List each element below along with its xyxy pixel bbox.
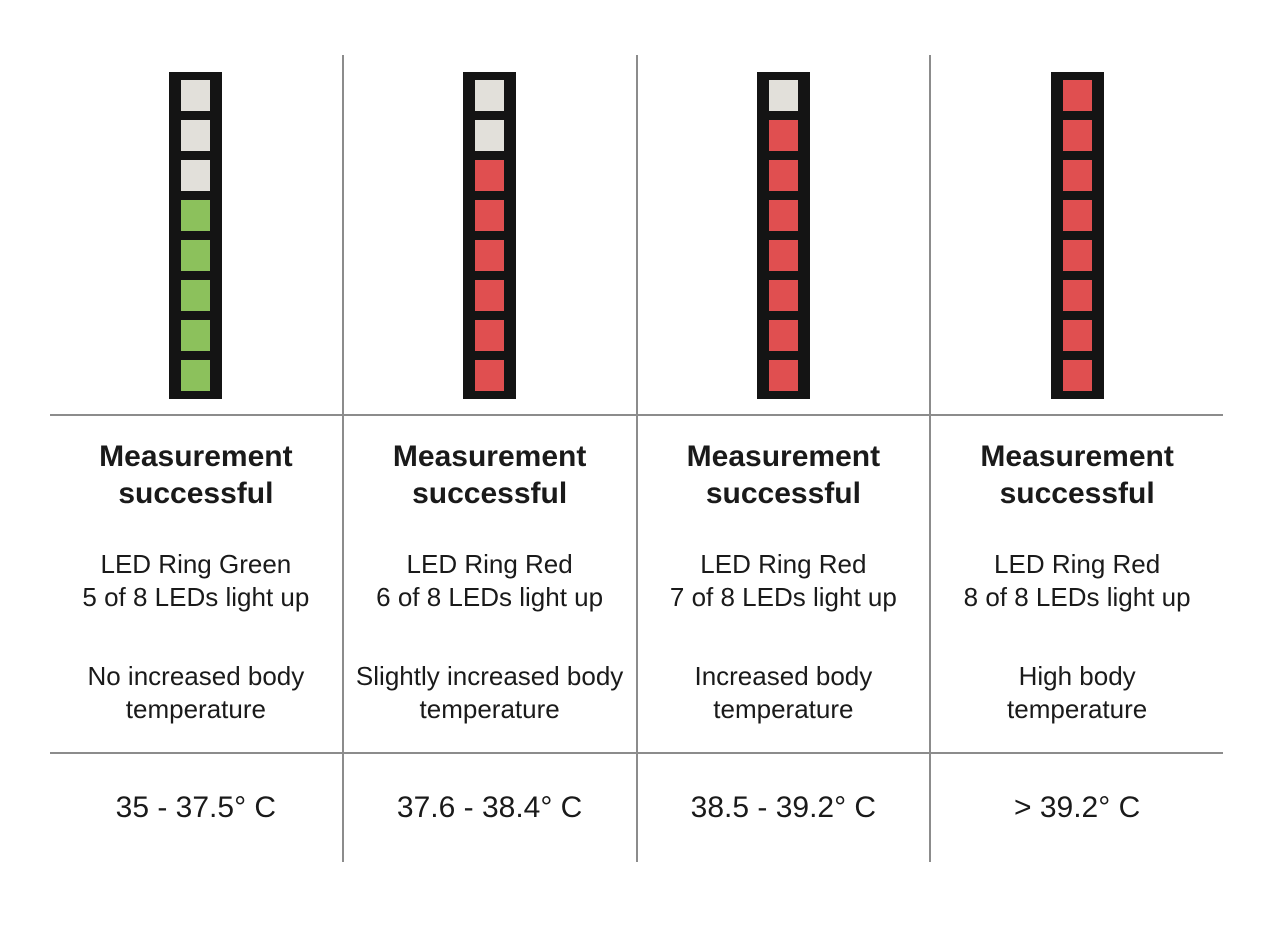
temperature-range: 38.5 - 39.2° C [638,754,930,862]
status-heading: Measurement successful [99,440,293,510]
led-segment-on [181,200,211,231]
led-segment-on [181,360,211,391]
temperature-range-value: 35 - 37.5° C [115,791,277,824]
led-segment-on [475,160,505,191]
led-segment-on [181,280,211,311]
led-segment-on [1062,160,1092,191]
led-segment-on [1062,200,1092,231]
led-segment-on [1062,320,1092,351]
led-ring-label: LED Ring Red 8 of 8 LEDs light up [963,549,1191,612]
led-segment-on [768,280,798,311]
led-segment-on [768,160,798,191]
led-bar-section [343,55,636,416]
led-bar-section [637,55,930,416]
status-heading: Measurement successful [980,440,1174,510]
temperature-range: 35 - 37.5° C [50,754,342,862]
column-red-6-leds: Measurement successful LED Ring Red 6 of… [343,55,638,862]
temperature-range: > 39.2° C [931,754,1223,862]
temperature-range: 37.6 - 38.4° C [344,754,636,862]
temperature-description: Slightly increased body temperature [355,661,624,724]
led-segment-on [181,320,211,351]
led-segment-on [768,240,798,271]
led-segment-on [768,360,798,391]
led-segment-off [475,120,505,151]
info-section: Measurement successful LED Ring Red 6 of… [343,416,636,754]
led-segment-on [1062,80,1092,111]
status-heading: Measurement successful [392,440,587,510]
led-bar-section [931,55,1223,416]
led-bar [1050,72,1104,399]
led-segment-on [1062,280,1092,311]
column-red-7-leds: Measurement successful LED Ring Red 7 of… [637,55,932,862]
led-ring-label: LED Ring Green 5 of 8 LEDs light up [82,549,310,612]
temperature-description: High body temperature [1007,661,1148,724]
led-segment-on [475,280,505,311]
led-segment-off [768,80,798,111]
temperature-description: Increased body temperature [694,661,873,724]
led-segment-on [1062,240,1092,271]
temperature-description: No increased body temperature [87,661,305,724]
led-segment-off [181,80,211,111]
led-bar [756,72,810,399]
column-red-8-leds: Measurement successful LED Ring Red 8 of… [931,55,1223,862]
led-segment-on [1062,120,1092,151]
led-ring-label: LED Ring Red 7 of 8 LEDs light up [669,549,897,612]
led-segment-on [1062,360,1092,391]
info-section: Measurement successful LED Ring Green 5 … [50,416,342,754]
led-segment-on [768,200,798,231]
info-section: Measurement successful LED Ring Red 7 of… [637,416,930,754]
led-segment-on [181,240,211,271]
led-segment-off [475,80,505,111]
temperature-range-value: 37.6 - 38.4° C [396,791,583,824]
led-bar-section [50,55,342,416]
led-segment-on [475,360,505,391]
status-heading: Measurement successful [686,440,881,510]
led-segment-on [475,240,505,271]
temperature-range-value: 38.5 - 39.2° C [690,791,877,824]
led-ring-label: LED Ring Red 6 of 8 LEDs light up [376,549,604,612]
info-section: Measurement successful LED Ring Red 8 of… [931,416,1223,754]
led-segment-on [768,320,798,351]
column-green-5-leds: Measurement successful LED Ring Green 5 … [50,55,344,862]
led-segment-off [181,160,211,191]
led-segment-on [768,120,798,151]
led-segment-on [475,320,505,351]
indicator-grid: Measurement successful LED Ring Green 5 … [50,55,1223,862]
led-segment-off [181,120,211,151]
led-bar [463,72,517,399]
temperature-range-value: > 39.2° C [1014,791,1141,824]
led-bar [169,72,223,399]
led-segment-on [475,200,505,231]
